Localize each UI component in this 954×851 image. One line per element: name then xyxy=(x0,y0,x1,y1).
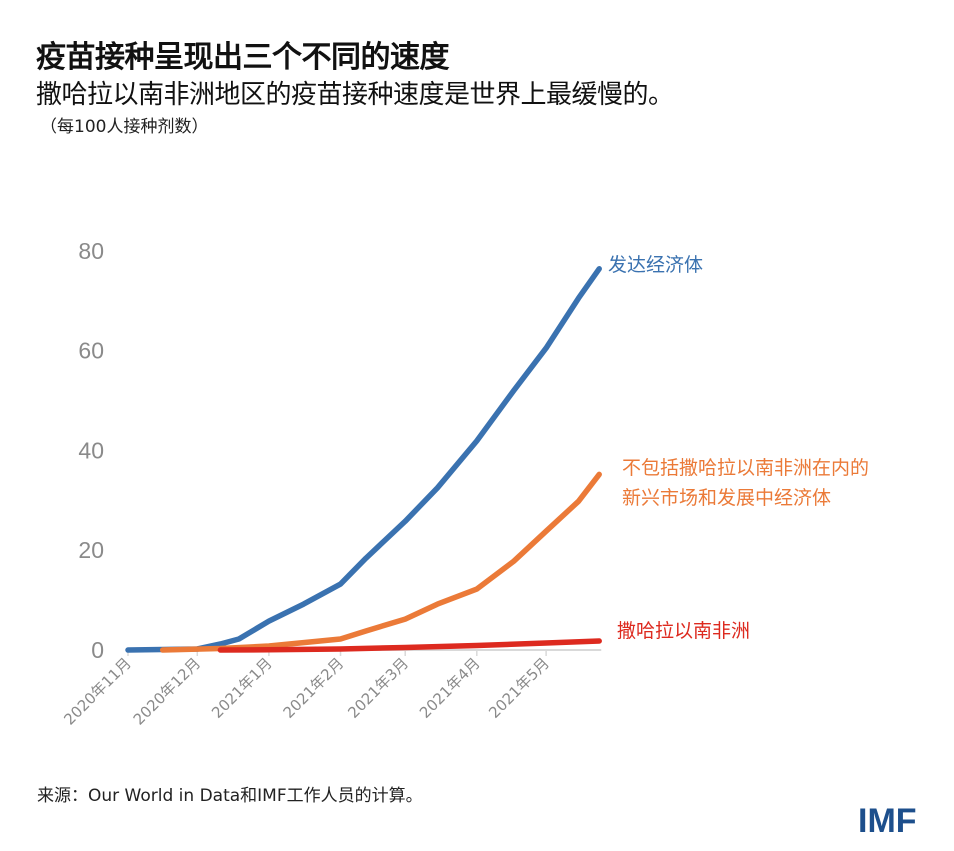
series-line-1 xyxy=(159,471,602,653)
y-tick-label: 40 xyxy=(78,437,104,463)
y-tick-label: 60 xyxy=(78,338,104,364)
x-tick-label: 2020年11月 xyxy=(60,654,134,728)
source-note: 来源：Our World in Data和IMF工作人员的计算。 xyxy=(37,786,423,806)
imf-logo: IMF xyxy=(858,802,917,840)
chart-subtitle: 撒哈拉以南非洲地区的疫苗接种速度是世界上最缓慢的。 xyxy=(36,80,674,110)
x-tick-label: 2021年4月 xyxy=(416,654,484,722)
y-axis-unit: （每100人接种剂数） xyxy=(40,117,209,137)
series-label: 新兴市场和发展中经济体 xyxy=(622,487,831,509)
y-tick-label: 80 xyxy=(78,238,104,264)
series-label: 撒哈拉以南非洲 xyxy=(617,620,750,642)
chart-title: 疫苗接种呈现出三个不同的速度 xyxy=(36,40,450,75)
series-label: 不包括撒哈拉以南非洲在内的 xyxy=(622,457,869,479)
x-tick-label: 2021年1月 xyxy=(208,654,276,722)
series-line-0 xyxy=(125,266,602,653)
y-tick-label: 0 xyxy=(91,637,104,663)
series-line-2 xyxy=(217,638,602,653)
x-tick-label: 2021年2月 xyxy=(280,654,348,722)
x-tick-label: 2021年5月 xyxy=(485,654,553,722)
series-label: 发达经济体 xyxy=(608,254,703,276)
x-tick-label: 2021年3月 xyxy=(344,654,412,722)
y-tick-label: 20 xyxy=(78,537,104,563)
x-tick-label: 2020年12月 xyxy=(130,654,204,728)
